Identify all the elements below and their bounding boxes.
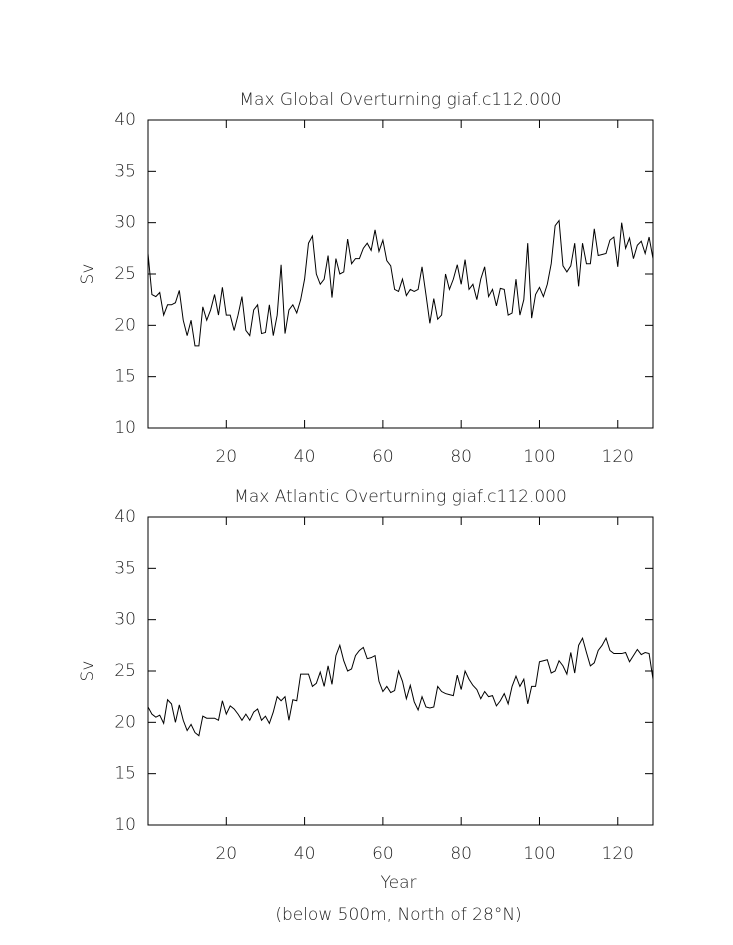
y-tick-label: 40 <box>114 110 136 130</box>
footnote: (below 500m, North of 28°N) <box>275 905 521 925</box>
x-tick-label: 20 <box>215 447 237 467</box>
y-tick-label: 35 <box>114 558 136 578</box>
y-tick-label: 40 <box>114 507 136 527</box>
y-axis-label: Sv <box>78 661 98 682</box>
y-tick-label: 10 <box>114 418 136 438</box>
chart-title: Max Atlantic Overturning giaf.c112.000 <box>234 487 567 507</box>
x-tick-label: 20 <box>215 844 237 864</box>
x-tick-label: 100 <box>523 844 555 864</box>
y-tick-label: 25 <box>114 661 136 681</box>
y-tick-label: 20 <box>114 315 136 335</box>
x-tick-label: 100 <box>523 447 555 467</box>
y-tick-label: 30 <box>114 610 136 630</box>
x-tick-label: 80 <box>450 844 472 864</box>
x-tick-label: 40 <box>294 447 316 467</box>
x-tick-label: 40 <box>294 844 316 864</box>
x-tick-label: 60 <box>372 844 394 864</box>
plot-frame <box>147 516 654 826</box>
x-tick-label: 120 <box>602 447 634 467</box>
y-tick-label: 25 <box>114 264 136 284</box>
y-tick-label: 15 <box>114 367 136 387</box>
y-tick-label: 30 <box>114 213 136 233</box>
y-tick-label: 15 <box>114 764 136 784</box>
y-tick-label: 20 <box>114 712 136 732</box>
data-line <box>147 219 654 347</box>
data-line <box>147 636 654 737</box>
x-tick-label: 120 <box>602 844 634 864</box>
chart-title: Max Global Overturning giaf.c112.000 <box>239 90 561 110</box>
y-tick-label: 10 <box>114 815 136 835</box>
x-axis-label: Year <box>381 873 417 893</box>
x-tick-label: 80 <box>450 447 472 467</box>
y-axis-label: Sv <box>78 264 98 285</box>
y-tick-label: 35 <box>114 161 136 181</box>
x-tick-label: 60 <box>372 447 394 467</box>
